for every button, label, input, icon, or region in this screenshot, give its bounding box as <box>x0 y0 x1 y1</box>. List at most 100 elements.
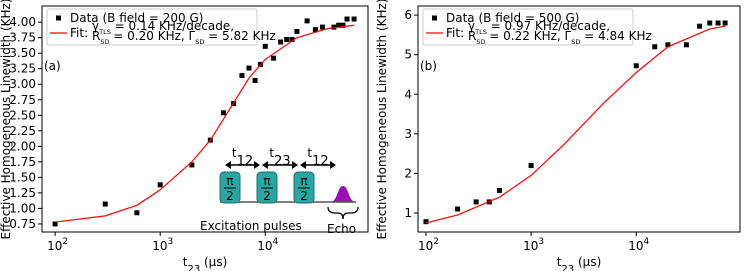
echo-brace <box>327 206 359 220</box>
fit-params-part: = 0.20 KHz, Γ <box>109 29 195 43</box>
y-tick-label: 4 <box>404 87 412 101</box>
data-point <box>683 42 689 48</box>
data-point <box>189 162 195 168</box>
y-tick-label: 1.25 <box>9 186 36 200</box>
data-point <box>715 20 721 26</box>
fit-params-part: = 0.14 KHz/decade, <box>111 19 234 33</box>
fit-line <box>55 24 355 223</box>
data-point <box>351 16 357 22</box>
delay-label-part: t <box>232 146 237 160</box>
x-tick-label-part: 2 <box>433 237 439 247</box>
x-tick-label-part: 10 <box>628 239 643 253</box>
data-point <box>455 206 461 212</box>
legend-label: Fit: <box>70 26 88 40</box>
fit-params-part: γ <box>92 19 99 33</box>
data-point <box>707 20 713 26</box>
delay-label-part: t <box>269 146 274 160</box>
data-point <box>344 16 350 22</box>
inset-label: Excitation pulses <box>200 219 302 233</box>
data-point <box>496 187 502 193</box>
data-point <box>278 39 284 45</box>
data-point <box>423 219 429 225</box>
fit-params-part: = 5.82 KHz <box>204 29 275 43</box>
x-tick-label-part: 10 <box>257 239 272 253</box>
x-axis-label-part: t <box>183 255 188 269</box>
x-tick-label-part: 4 <box>644 237 650 247</box>
y-axis-label: Effective Homogeneous Linewidth (KHz) <box>375 0 389 240</box>
x-tick-label-part: 4 <box>273 237 279 247</box>
y-tick-label: 1.50 <box>9 170 36 184</box>
fit-params: RSD = 0.22 KHz, ΓSD = 4.84 KHz <box>468 29 652 46</box>
data-point <box>289 37 295 43</box>
delay-label-part: t <box>307 146 312 160</box>
fit-params: γTLS = 0.14 KHz/decade, <box>92 19 234 36</box>
data-point <box>252 78 258 84</box>
y-tick-label: 3.75 <box>9 31 36 45</box>
y-tick-label: 2.25 <box>9 124 36 138</box>
x-tick-label-part: 3 <box>167 237 173 247</box>
fit-params-part: R <box>92 29 100 43</box>
y-tick-label: 1.00 <box>9 201 36 215</box>
y-tick-label: 2.50 <box>9 108 36 122</box>
x-axis-label-part: (μs) <box>574 255 601 269</box>
delay-label: t12 <box>307 146 328 169</box>
y-tick-label: 6 <box>404 8 412 22</box>
legend-label: Fit: <box>446 26 464 40</box>
data-point <box>665 42 671 48</box>
data-point <box>319 24 325 30</box>
y-axis-label: Effective Homogeneous Linewidth (KHz) <box>0 0 13 240</box>
x-tick-label-part: 2 <box>62 237 68 247</box>
data-point <box>52 221 58 227</box>
y-tick-label: 2 <box>404 166 412 180</box>
legend-box <box>46 8 258 46</box>
x-axis-label-part: 23 <box>561 264 574 271</box>
x-axis-label-part: t <box>557 255 562 269</box>
pulse-den: 2 <box>263 189 271 203</box>
x-tick-label-part: 10 <box>152 239 167 253</box>
y-tick-label: 3 <box>404 127 412 141</box>
data-point <box>271 55 277 61</box>
fit-params-part: = 0.97 KHz/decade, <box>487 19 610 33</box>
x-axis-label-part: (μs) <box>200 255 227 269</box>
y-tick-label: 2.75 <box>9 93 36 107</box>
x-tick-label-part: 10 <box>418 239 433 253</box>
data-point <box>652 44 658 50</box>
fit-params-part: R <box>468 29 476 43</box>
fit-params-part: SD <box>100 38 109 46</box>
fit-params-part: SD <box>571 38 580 46</box>
data-point <box>157 182 163 188</box>
x-tick-label: 102 <box>418 237 439 253</box>
delay-label-part: 23 <box>274 154 291 169</box>
data-point <box>246 65 252 71</box>
echo <box>330 186 356 202</box>
x-axis-label-part: 23 <box>187 264 200 271</box>
fit-params-part: SD <box>476 38 485 46</box>
x-tick-label: 102 <box>47 237 68 253</box>
pulse-num: π <box>300 174 307 188</box>
x-tick-label-part: 10 <box>47 239 62 253</box>
fit-line <box>425 25 726 224</box>
y-tick-label: 3.25 <box>9 62 36 76</box>
delay-label-part: 12 <box>312 154 329 169</box>
data-point <box>336 22 342 28</box>
y-tick-label: 1.75 <box>9 155 36 169</box>
x-tick-label: 103 <box>152 237 173 253</box>
data-point <box>722 20 728 26</box>
pulse-den: 2 <box>300 189 308 203</box>
data-point <box>473 199 479 205</box>
y-tick-label: 0.75 <box>9 217 36 231</box>
data-point <box>102 201 108 207</box>
legend-label: Data (B field = 200 G) <box>70 11 203 25</box>
fit-params-part: TLS <box>98 28 111 36</box>
data-point <box>284 37 290 43</box>
data-point <box>262 43 268 49</box>
panel-label: (a) <box>44 59 61 73</box>
data-point <box>134 210 140 216</box>
y-tick-label: 3.00 <box>9 77 36 91</box>
x-axis-label: t23 (μs) <box>557 255 602 271</box>
plot-frame <box>41 5 369 233</box>
x-tick-label-part: 3 <box>538 237 544 247</box>
fit-params: γTLS = 0.97 KHz/decade, <box>468 19 610 36</box>
data-point <box>697 23 703 29</box>
